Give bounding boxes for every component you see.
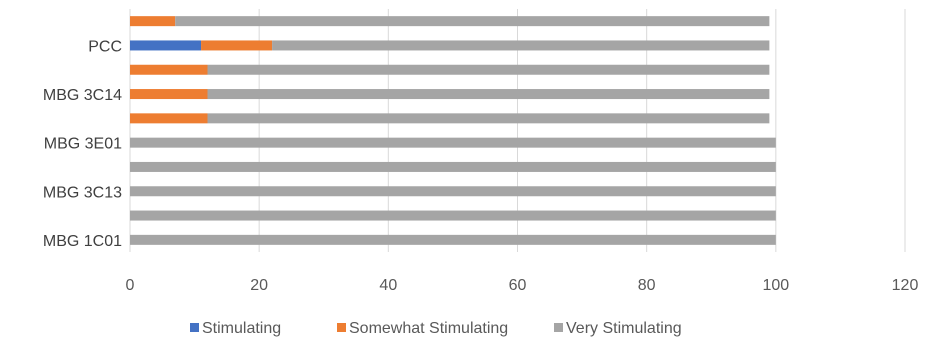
x-tick-label: 40 (379, 277, 397, 294)
category-label: PCC (88, 38, 122, 55)
legend-label: Somewhat Stimulating (349, 320, 508, 337)
bar-segment (175, 16, 770, 27)
bar-segment (130, 40, 202, 51)
bar-segment (207, 113, 770, 124)
bar-segment (130, 137, 776, 148)
bar-segment (207, 89, 770, 100)
bar-segment (130, 161, 776, 172)
legend: Stimulating Somewhat Stimulating Very Stim… (190, 320, 682, 337)
category-label: MBG 3E01 (44, 136, 122, 153)
x-tick-label: 0 (126, 277, 135, 294)
legend-swatch (337, 323, 346, 332)
bar-segment (130, 234, 776, 245)
category-labels: MBG 1C01 MBG 3C13 MBG 3E01 MBG 3C14 PCC (43, 38, 122, 249)
legend-swatch (190, 323, 199, 332)
category-label: MBG 3C13 (43, 184, 122, 201)
legend-swatch (554, 323, 563, 332)
x-tick-label: 20 (250, 277, 268, 294)
x-tick-label: 80 (638, 277, 656, 294)
bar-segment (130, 113, 208, 124)
x-tick-label: 60 (509, 277, 527, 294)
bar-segment (272, 40, 770, 51)
bar-segment (130, 16, 176, 27)
bars (130, 16, 776, 245)
x-axis-tick-labels: 0 20 40 60 80 100 120 (126, 277, 919, 294)
category-label: MBG 3C14 (43, 87, 122, 104)
x-tick-label: 120 (892, 277, 919, 294)
category-label: MBG 1C01 (43, 233, 122, 250)
legend-label: Very Stimulating (566, 320, 682, 337)
bar-segment (130, 186, 776, 197)
bar-segment (207, 64, 770, 75)
bar-segment (201, 40, 273, 51)
bar-segment (130, 210, 776, 221)
legend-label: Stimulating (202, 320, 281, 337)
x-tick-label: 100 (762, 277, 789, 294)
bar-segment (130, 64, 208, 75)
bar-segment (130, 89, 208, 100)
